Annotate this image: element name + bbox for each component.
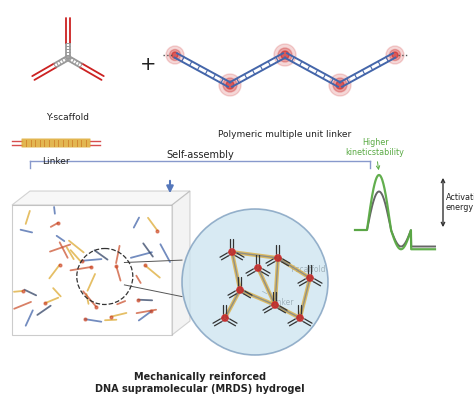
- Text: Activation
energy: Activation energy: [446, 193, 474, 212]
- Circle shape: [275, 255, 281, 261]
- Circle shape: [392, 52, 398, 58]
- Text: linker: linker: [263, 291, 293, 307]
- Circle shape: [229, 249, 235, 255]
- Circle shape: [281, 51, 289, 59]
- Polygon shape: [12, 191, 190, 205]
- Circle shape: [226, 81, 234, 89]
- Text: +: +: [140, 56, 156, 75]
- Circle shape: [329, 74, 351, 96]
- Circle shape: [278, 48, 292, 62]
- Circle shape: [307, 275, 313, 281]
- Circle shape: [166, 46, 184, 64]
- Circle shape: [272, 302, 278, 308]
- Circle shape: [172, 52, 178, 58]
- Text: Y-scaffold: Y-scaffold: [281, 259, 327, 274]
- Circle shape: [170, 50, 181, 60]
- Circle shape: [390, 50, 401, 60]
- Circle shape: [336, 81, 344, 89]
- Circle shape: [333, 78, 347, 92]
- Circle shape: [237, 287, 243, 293]
- Text: Linker: Linker: [42, 157, 70, 166]
- Text: Polymeric multiple unit linker: Polymeric multiple unit linker: [219, 130, 352, 139]
- Circle shape: [297, 315, 303, 321]
- FancyBboxPatch shape: [21, 139, 91, 148]
- Circle shape: [386, 46, 404, 64]
- Polygon shape: [172, 191, 190, 335]
- Text: Mechanically reinforced
DNA supramolecular (MRDS) hydrogel: Mechanically reinforced DNA supramolecul…: [95, 372, 305, 393]
- Circle shape: [274, 44, 296, 66]
- Circle shape: [223, 78, 237, 92]
- Circle shape: [182, 209, 328, 355]
- Polygon shape: [12, 205, 172, 335]
- Circle shape: [222, 315, 228, 321]
- Text: Y-scaffold: Y-scaffold: [46, 113, 90, 122]
- Circle shape: [219, 74, 241, 96]
- Text: Higher
kineticstability: Higher kineticstability: [346, 138, 404, 157]
- Text: Self-assembly: Self-assembly: [166, 150, 234, 160]
- Circle shape: [255, 265, 261, 271]
